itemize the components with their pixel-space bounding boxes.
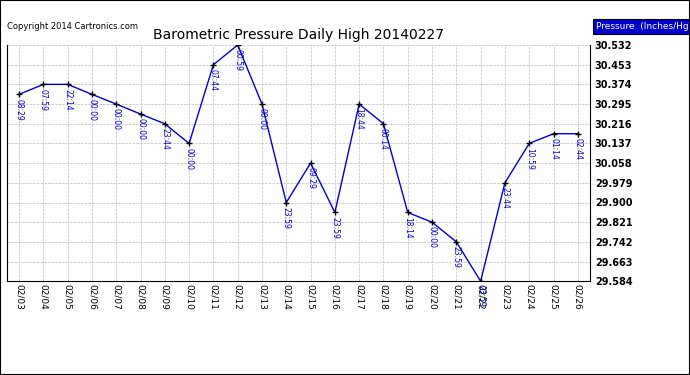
Text: 10:59: 10:59: [524, 148, 534, 170]
Text: 00:00: 00:00: [88, 99, 97, 120]
Text: Pressure  (Inches/Hg): Pressure (Inches/Hg): [595, 22, 690, 31]
Text: 23:59: 23:59: [282, 207, 290, 228]
Text: 23:59: 23:59: [476, 285, 485, 307]
Text: 00:00: 00:00: [136, 118, 145, 140]
Text: 23:59: 23:59: [452, 246, 461, 268]
Text: 00:59: 00:59: [233, 49, 242, 71]
Text: 02:44: 02:44: [573, 138, 582, 160]
Title: Barometric Pressure Daily High 20140227: Barometric Pressure Daily High 20140227: [153, 28, 444, 42]
Text: 08:29: 08:29: [14, 99, 23, 120]
Text: 00:14: 00:14: [379, 128, 388, 150]
Text: 07:59: 07:59: [39, 88, 48, 111]
Text: 00:00: 00:00: [185, 148, 194, 170]
Text: 07:44: 07:44: [209, 69, 218, 91]
Text: Copyright 2014 Cartronics.com: Copyright 2014 Cartronics.com: [7, 22, 138, 31]
Text: 23:44: 23:44: [500, 187, 509, 209]
Text: 23:59: 23:59: [331, 217, 339, 238]
Text: 22:14: 22:14: [63, 88, 72, 110]
Text: 18:44: 18:44: [355, 108, 364, 130]
Text: 23:44: 23:44: [160, 128, 169, 150]
Text: 18:14: 18:14: [403, 217, 412, 238]
Text: 01:14: 01:14: [549, 138, 558, 160]
Text: 00:00: 00:00: [257, 108, 266, 130]
Text: 00:00: 00:00: [112, 108, 121, 130]
Text: 00:00: 00:00: [428, 226, 437, 248]
Text: 09:29: 09:29: [306, 167, 315, 189]
